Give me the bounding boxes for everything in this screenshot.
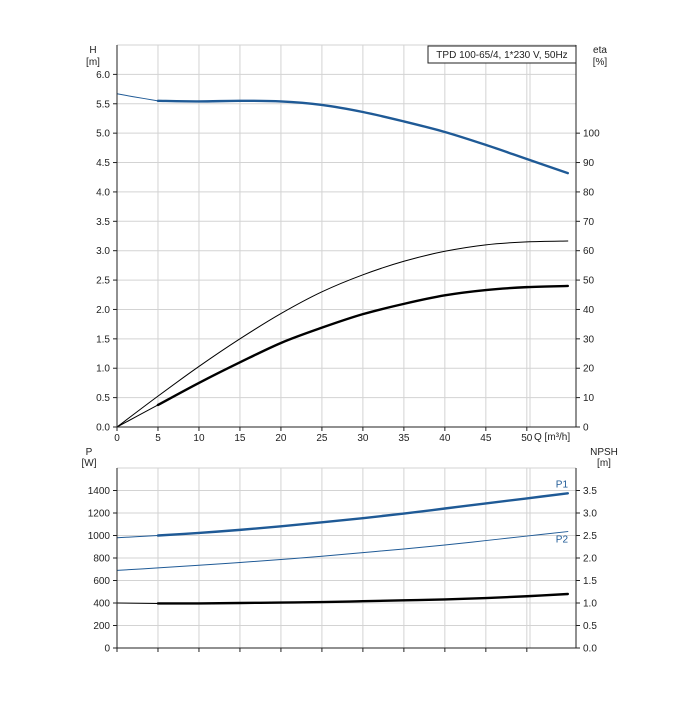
x-tick-label: 25 xyxy=(316,433,328,444)
left-tick-label: 1.5 xyxy=(96,334,110,345)
x-tick-label: 50 xyxy=(521,433,533,444)
left-tick-label: 4.5 xyxy=(96,158,110,169)
left-tick-label: 0.0 xyxy=(96,423,110,434)
left-tick-label: 400 xyxy=(93,599,110,610)
right-tick-label: 0 xyxy=(583,423,589,434)
left-tick-label: 800 xyxy=(93,554,110,565)
right-tick-label: 3.5 xyxy=(583,486,597,497)
x-tick-label: 40 xyxy=(439,433,451,444)
p-axis-unit: [W] xyxy=(82,458,97,469)
q-axis-title: Q [m³/h] xyxy=(534,432,570,443)
left-tick-label: 4.0 xyxy=(96,187,110,198)
curve-p2 xyxy=(117,532,568,571)
left-tick-label: 1000 xyxy=(88,531,111,542)
left-tick-label: 5.0 xyxy=(96,129,110,140)
left-tick-label: 2.5 xyxy=(96,276,110,287)
x-tick-label: 10 xyxy=(193,433,205,444)
x-tick-label: 20 xyxy=(275,433,287,444)
right-tick-label: 1.0 xyxy=(583,599,597,610)
x-tick-label: 35 xyxy=(398,433,410,444)
left-tick-label: 1400 xyxy=(88,486,111,497)
left-tick-label: 6.0 xyxy=(96,70,110,81)
left-tick-label: 5.5 xyxy=(96,99,110,110)
x-tick-label: 15 xyxy=(234,433,246,444)
h-axis-title: H xyxy=(89,45,96,56)
right-tick-label: 0.5 xyxy=(583,621,597,632)
npsh-axis-title: NPSH xyxy=(590,447,618,458)
npsh-axis-unit: [m] xyxy=(597,458,611,469)
left-tick-label: 200 xyxy=(93,621,110,632)
left-tick-label: 600 xyxy=(93,576,110,587)
p-axis-title: P xyxy=(86,447,93,458)
right-tick-label: 50 xyxy=(583,276,595,287)
left-tick-label: 3.0 xyxy=(96,246,110,257)
right-tick-label: 2.0 xyxy=(583,554,597,565)
right-tick-label: 3.0 xyxy=(583,509,597,520)
right-tick-label: 100 xyxy=(583,129,600,140)
right-tick-label: 30 xyxy=(583,334,595,345)
x-tick-label: 45 xyxy=(480,433,492,444)
right-tick-label: 2.5 xyxy=(583,531,597,542)
legend-title: TPD 100-65/4, 1*230 V, 50Hz xyxy=(436,50,567,61)
curve-h-ext xyxy=(117,94,158,101)
x-tick-label: 30 xyxy=(357,433,369,444)
right-tick-label: 0.0 xyxy=(583,644,597,655)
x-tick-label: 0 xyxy=(114,433,120,444)
left-tick-label: 0 xyxy=(104,644,110,655)
curve-eta-total xyxy=(117,241,568,427)
left-tick-label: 1.0 xyxy=(96,364,110,375)
left-tick-label: 0.5 xyxy=(96,393,110,404)
right-tick-label: 20 xyxy=(583,364,595,375)
curve-label-p1: P1 xyxy=(556,479,569,490)
right-tick-label: 1.5 xyxy=(583,576,597,587)
right-tick-label: 80 xyxy=(583,187,595,198)
left-tick-label: 2.0 xyxy=(96,305,110,316)
eta-axis-unit: [%] xyxy=(593,57,608,68)
left-tick-label: 1200 xyxy=(88,509,111,520)
x-tick-label: 5 xyxy=(155,433,161,444)
right-tick-label: 90 xyxy=(583,158,595,169)
left-tick-label: 3.5 xyxy=(96,217,110,228)
h-axis-unit: [m] xyxy=(86,57,100,68)
right-tick-label: 10 xyxy=(583,393,595,404)
eta-axis-title: eta xyxy=(593,45,607,56)
right-tick-label: 60 xyxy=(583,246,595,257)
right-tick-label: 70 xyxy=(583,217,595,228)
curve-label-p2: P2 xyxy=(556,535,569,546)
right-tick-label: 40 xyxy=(583,305,595,316)
curve-eta-pump-ext xyxy=(117,405,158,427)
